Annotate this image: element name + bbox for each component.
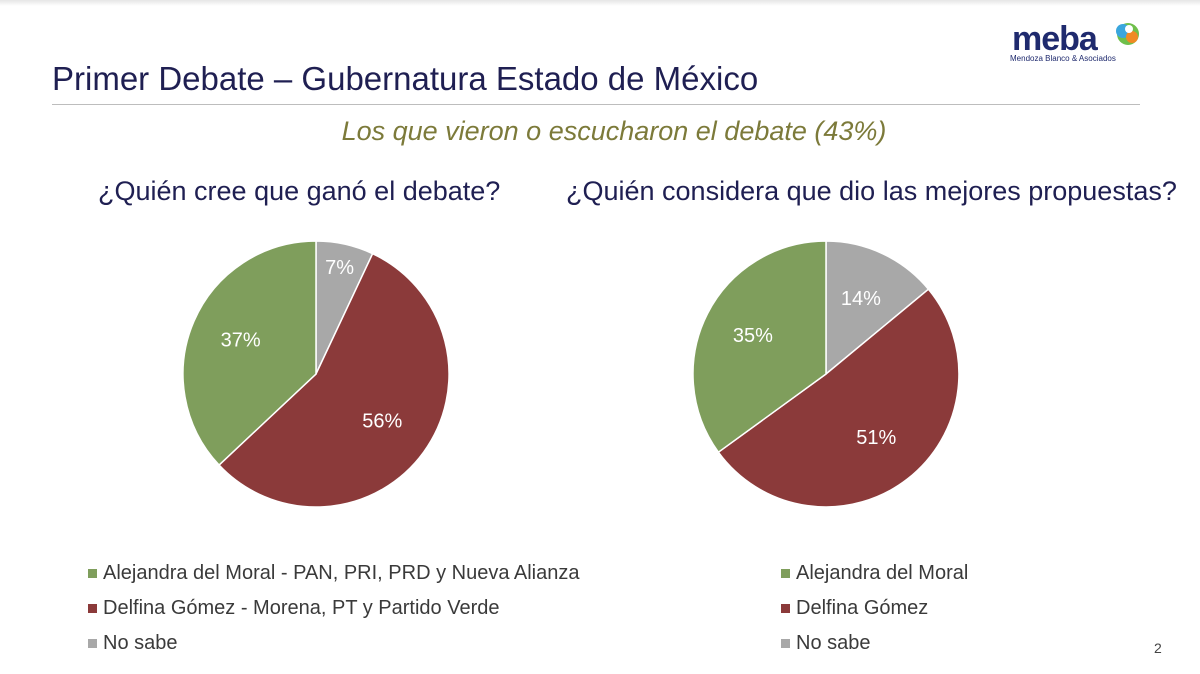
logo-wordmark: meba [1012,20,1098,58]
logo-mark-icon [1116,23,1139,45]
legend-item: No sabe [88,626,580,661]
pie-slice [692,240,827,454]
pie-slice [717,288,960,508]
legend-label: Alejandra del Moral - PAN, PRI, PRD y Nu… [103,562,580,584]
legend-item: Delfina Gómez [781,591,968,626]
legend-swatch [88,569,97,578]
legend-label: No sabe [103,632,178,654]
data-label: 56% [362,410,402,432]
pie-slice [182,240,317,467]
title-divider [52,104,1140,105]
legend-proposals: Alejandra del Moral Delfina Gómez No sab… [781,556,968,661]
legend-label: Alejandra del Moral [796,562,969,584]
slide-title: Primer Debate – Gubernatura Estado de Mé… [52,60,759,97]
legend-item: No sabe [781,626,968,661]
pie-slice [217,252,450,508]
page-number: 2 [1154,640,1162,656]
data-label: 14% [841,288,881,310]
legend-item: Delfina Gómez - Morena, PT y Partido Ver… [88,591,580,626]
slide-subtitle: Los que vieron o escucharon el debate (4… [341,116,887,146]
pie-chart-winner: 7% 56% 37% [182,240,450,508]
legend-swatch [781,639,790,648]
pie-slice [825,240,930,376]
legend-swatch [781,604,790,613]
legend-label: No sabe [796,632,871,654]
pie-chart-proposals: 14% 51% 35% [692,240,960,508]
logo-tagline: Mendoza Blanco & Asociados [1010,54,1116,63]
legend-swatch [88,639,97,648]
chart-title-proposals: ¿Quién considera que dio las mejores pro… [566,176,1177,206]
data-label: 7% [325,257,354,279]
legend-label: Delfina Gómez [796,597,929,619]
data-label: 35% [733,325,773,347]
chart-title-winner: ¿Quién cree que ganó el debate? [98,176,501,206]
data-label: 51% [856,427,896,449]
meba-logo: meba Mendoza Blanco & Asociados [1008,18,1158,68]
legend-label: Delfina Gómez - Morena, PT y Partido Ver… [103,597,500,619]
legend-item: Alejandra del Moral - PAN, PRI, PRD y Nu… [88,556,580,591]
legend-item: Alejandra del Moral [781,556,968,591]
data-label: 37% [221,330,261,352]
top-strip [0,0,1200,6]
legend-winner: Alejandra del Moral - PAN, PRI, PRD y Nu… [88,556,580,661]
legend-swatch [88,604,97,613]
legend-swatch [781,569,790,578]
